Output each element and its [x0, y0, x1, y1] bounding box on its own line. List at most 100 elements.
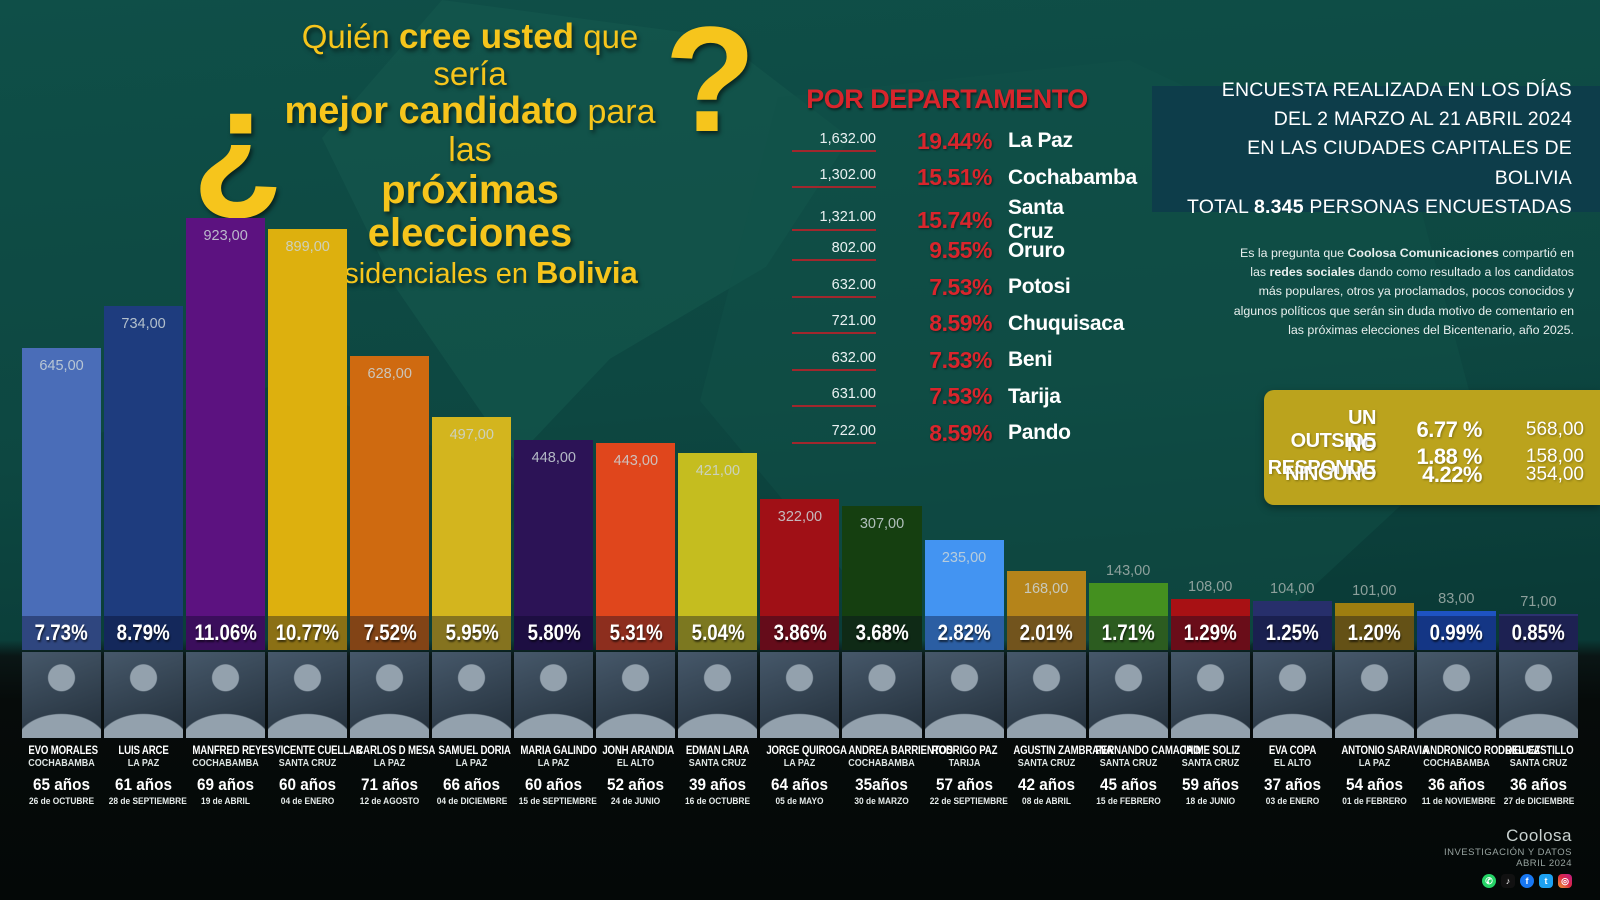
department-name: La Paz: [1008, 129, 1073, 153]
percent-band: 5.04%: [678, 616, 758, 650]
others-label: NINGUNO: [1285, 463, 1376, 485]
others-value: 354,00: [1525, 463, 1584, 485]
bar-zone: 0.85% 71,00: [1498, 0, 1578, 650]
candidate-birthday: 30 de MARZO: [854, 796, 910, 807]
title-text-bold: Bolivia: [536, 254, 638, 290]
value-label: 104,00: [1270, 581, 1315, 597]
candidate-age: 36 años: [1509, 775, 1567, 794]
department-name: Santa Cruz: [1008, 196, 1064, 243]
bar-zone: 8.79% 734,00: [104, 0, 184, 650]
candidate-city: EL ALTO: [617, 758, 655, 769]
others-results-box: UN OUTSIDE 6.77 % 568,00 NO RESPONDE 1.88 % 1…: [1264, 390, 1600, 505]
bar-zone: 1.20% 101,00: [1334, 0, 1414, 650]
department-percent: 7.53%: [929, 346, 992, 373]
candidate-photo: [104, 652, 184, 738]
candidate-city: LA PAZ: [1358, 758, 1391, 769]
candidate-name: EDMAN LARA: [686, 745, 750, 757]
department-count: 802.00: [792, 240, 876, 262]
candidate-name: RODRIGO PAZ: [931, 745, 997, 757]
candidate-birthday: 15 de FEBRERO: [1095, 796, 1161, 807]
candidate-name: CARLOS D MESA: [356, 745, 436, 757]
others-row: UN OUTSIDE 6.77 % 568,00: [1264, 407, 1584, 452]
departments-panel: POR DEPARTAMENTO 1,632.00 19.44% La Paz 1,3…: [792, 84, 1137, 452]
percent-label: 1.25%: [1265, 620, 1319, 645]
percent-label: 0.99%: [1429, 620, 1483, 645]
candidate-column: 5.04% 421,00 EDMAN LARA SANTA CRUZ 39 años 16…: [678, 0, 758, 900]
bar-zone: 3.68% 307,00: [842, 0, 922, 650]
departments-title: POR DEPARTAMENTO: [806, 84, 1088, 114]
percent-label: 2.01%: [1019, 620, 1073, 645]
result-bar: 7.73%: [22, 348, 102, 650]
candidate-city: LA PAZ: [538, 758, 570, 769]
candidate-column: 5.95% 497,00 SAMUEL DORIA LA PAZ 66 años 04 d…: [432, 0, 512, 900]
value-label: 448,00: [531, 450, 576, 466]
tiktok-icon[interactable]: ♪: [1501, 874, 1515, 888]
title-text: para las: [448, 93, 656, 170]
result-bar: 5.95%: [432, 417, 512, 650]
candidate-city: SANTA CRUZ: [1017, 758, 1075, 769]
bar-zone: 5.04% 421,00: [678, 0, 758, 650]
main-question-title: ¿ ? Quién cree usted que sería mejor can…: [190, 4, 756, 290]
candidate-column: 3.86% 322,00 JORGE QUIROGA LA PAZ 64 años 05 …: [760, 0, 847, 900]
twitter-icon[interactable]: t: [1539, 874, 1553, 888]
whatsapp-icon[interactable]: ✆: [1482, 874, 1496, 888]
bar-zone: 1.71% 143,00: [1088, 0, 1168, 650]
percent-band: 7.73%: [22, 616, 102, 650]
department-count: 722.00: [792, 423, 876, 444]
result-bar: 0.99%: [1416, 611, 1496, 650]
candidate-photo: [1252, 652, 1332, 738]
result-bar: 1.29%: [1170, 599, 1250, 650]
candidate-city: COCHABAMBA: [848, 758, 916, 769]
department-row: 1,632.00 19.44% La Paz: [792, 123, 1102, 160]
survey-description: Es la pregunta que Coolosa Comunicacione…: [1233, 246, 1574, 337]
inverted-question-mark: ¿: [192, 57, 284, 225]
candidate-age: 60 años: [525, 775, 583, 794]
footer-date: ABRIL 2024: [1516, 858, 1572, 869]
percent-label: 7.52%: [363, 620, 417, 645]
candidate-column: 3.68% 307,00 ANDREA BARRIENTOS COCHABAMBA 35…: [842, 0, 953, 900]
department-percent: 7.53%: [929, 383, 992, 410]
candidate-column: 1.29% 108,00 JAIME SOLIZ SANTA CRUZ 59 años 1…: [1170, 0, 1250, 900]
candidate-name: SAMUEL DORIA: [438, 745, 512, 757]
candidate-city: COCHABAMBA: [1423, 758, 1490, 769]
brand-subtitle: INVESTIGACIÓN Y DATOS: [1443, 847, 1572, 858]
candidate-column: 1.25% 104,00 EVA COPA EL ALTO 37 años 03 de E…: [1252, 0, 1332, 900]
candidate-birthday: 01 de FEBRERO: [1341, 796, 1407, 807]
percent-band: 10.77%: [268, 616, 348, 650]
candidate-birthday: 03 de ENERO: [1265, 796, 1319, 807]
department-count: 1,302.00: [792, 167, 876, 189]
bar-zone: 1.25% 104,00: [1252, 0, 1332, 650]
percent-band: 11.06%: [186, 616, 266, 650]
others-row: NINGUNO 4.22% 354,00: [1264, 461, 1584, 488]
candidate-photo: [1498, 652, 1578, 738]
department-count: 632.00: [792, 350, 876, 371]
candidate-column: 7.73% 645,00 EVO MORALES COCHABAMBA 65 años 2…: [22, 0, 102, 900]
result-bar: 5.04%: [678, 453, 758, 650]
candidate-photo: [678, 652, 758, 738]
others-percent: 6.77 %: [1416, 417, 1483, 442]
candidate-age: 42 años: [1017, 775, 1075, 794]
others-label: UN OUTSIDE: [1290, 407, 1377, 452]
title-lines: Quién cree usted que sería mejor candida…: [278, 18, 662, 290]
result-bar: 3.68%: [842, 506, 922, 650]
facebook-icon[interactable]: f: [1520, 874, 1534, 888]
candidate-birthday: 11 de NOVIEMBRE: [1421, 796, 1496, 807]
title-text-bold: mejor candidato: [284, 90, 579, 133]
candidate-photo: [760, 652, 840, 738]
department-percent: 8.59%: [929, 419, 992, 446]
instagram-icon[interactable]: ◎: [1558, 874, 1572, 888]
bar-zone: 0.99% 83,00: [1416, 0, 1496, 650]
result-bar: 8.79%: [104, 306, 184, 650]
candidate-age: 61 años: [115, 775, 173, 794]
department-name: Pando: [1008, 421, 1071, 445]
candidate-column: 0.85% 71,00 DEL CASTILLO SANTA CRUZ 36 años 2…: [1498, 0, 1578, 900]
department-count: 721.00: [792, 313, 876, 335]
percent-band: 5.31%: [596, 616, 676, 650]
candidate-photo: [350, 652, 430, 738]
candidate-column: 2.82% 235,00 RODRIGO PAZ TARIJA 57 años 22 de…: [924, 0, 1007, 900]
candidate-name: MANFRED REYES: [192, 745, 274, 757]
candidate-city: LA PAZ: [456, 758, 488, 769]
survey-info-total: TOTAL 8.345 PERSONAS ENCUESTADAS: [1187, 195, 1572, 218]
percent-band: 3.68%: [842, 616, 922, 650]
candidate-city: SANTA CRUZ: [278, 758, 337, 769]
